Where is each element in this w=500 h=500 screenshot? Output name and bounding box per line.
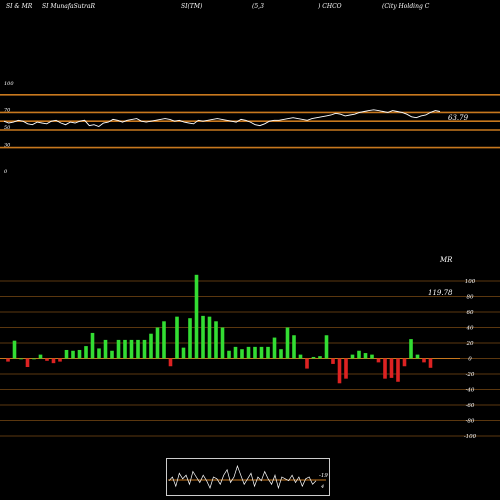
mrsi-bar-15 — [103, 339, 108, 359]
mrsi-bar-2 — [19, 358, 23, 360]
mrsi-bar-45 — [298, 354, 303, 359]
mrsi-value-label: 119.78 — [428, 289, 453, 297]
mrsi-bar-41 — [272, 337, 277, 359]
mrsi-tick-label-0: 100 — [465, 279, 476, 285]
mrsi-bar-29 — [194, 274, 199, 359]
mrsi-bar-24 — [162, 321, 166, 359]
mrsi-bar-16 — [110, 350, 114, 359]
mrsi-bar-59 — [389, 358, 394, 378]
mrsi-bar-43 — [285, 327, 290, 359]
mini-frame — [166, 458, 330, 496]
mrsi-bar-39 — [259, 346, 264, 359]
mrsi-bar-20 — [136, 339, 140, 359]
rsi-tick-label-4: 0 — [4, 169, 8, 175]
mrsi-bar-42 — [279, 349, 283, 359]
rsi-value-label: 63.79 — [448, 114, 469, 122]
rsi-tick-label-1: 70 — [4, 107, 11, 113]
mrsi-bar-22 — [149, 333, 153, 359]
mrsi-tick-label-7: -40 — [466, 388, 475, 394]
mrsi-bar-12 — [84, 346, 88, 359]
mrsi-bar-7 — [51, 358, 56, 364]
mrsi-bar-1 — [12, 340, 17, 359]
mrsi-bar-47 — [311, 356, 316, 359]
mrsi-bar-56 — [370, 354, 374, 359]
rsi-chart: 100 70 50 30 0 63.79 — [0, 81, 500, 175]
mrsi-bar-10 — [71, 350, 75, 359]
mrsi-bar-23 — [155, 327, 160, 359]
mrsi-bar-28 — [188, 318, 192, 359]
mrsi-bar-34 — [227, 350, 231, 359]
mrsi-title: MR — [439, 256, 453, 264]
mrsi-bar-51 — [337, 358, 342, 384]
mrsi-bar-31 — [207, 316, 212, 359]
mrsi-bar-33 — [220, 327, 225, 359]
mrsi-bar-18 — [123, 339, 127, 359]
mrsi-bar-63 — [415, 354, 420, 359]
mrsi-bar-21 — [142, 339, 147, 359]
header-label-4: (5,3 — [252, 3, 264, 10]
rsi-tick-label-2: 50 — [4, 125, 11, 131]
header-label-2: SI MunafaSutraR — [42, 3, 95, 10]
mrsi-bar-17 — [116, 339, 121, 359]
mrsi-tick-label-9: -80 — [466, 419, 475, 425]
mrsi-bar-55 — [363, 353, 368, 359]
mrsi-bar-13 — [90, 332, 95, 359]
mrsi-tick-label-4: 20 — [466, 341, 474, 347]
mrsi-bar-52 — [344, 358, 348, 379]
header-label-3: SI(TM) — [181, 3, 203, 10]
rsi-tick-label-0: 100 — [4, 81, 14, 87]
mrsi-bar-5 — [38, 354, 43, 359]
mrsi-bar-60 — [396, 358, 400, 382]
mrsi-bar-58 — [383, 358, 387, 379]
mrsi-tick-label-8: -60 — [466, 403, 475, 409]
mrsi-tick-label-5: 0 — [468, 357, 472, 363]
mrsi-bar-32 — [214, 321, 218, 359]
mrsi-bar-36 — [240, 349, 244, 359]
mrsi-bar-48 — [318, 356, 322, 359]
mrsi-chart: MR 100 80 60 40 20 0 -20 -40 -60 -80 -100 119.78 — [0, 256, 500, 440]
mini-sub-label: 4 — [320, 484, 324, 490]
mrsi-bar-4 — [32, 358, 36, 360]
mrsi-bar-53 — [350, 354, 355, 359]
mrsi-bar-8 — [58, 358, 62, 362]
mini-line — [168, 464, 317, 490]
mrsi-bar-46 — [305, 358, 309, 369]
mrsi-bar-11 — [77, 349, 82, 359]
mrsi-bar-40 — [266, 346, 270, 359]
mrsi-bar-26 — [175, 316, 179, 359]
mrsi-bar-38 — [253, 346, 257, 359]
mrsi-tick-label-2: 60 — [467, 310, 474, 316]
rsi-line — [3, 109, 441, 128]
mrsi-bar-19 — [129, 339, 134, 359]
mrsi-bar-61 — [402, 358, 407, 367]
mrsi-tick-label-6: -20 — [466, 372, 475, 378]
mrsi-bar-14 — [97, 348, 101, 359]
mrsi-bar-44 — [292, 335, 296, 359]
header-label-6: (City Holding C — [382, 3, 430, 10]
mrsi-tick-label-10: -100 — [464, 434, 477, 440]
mrsi-bar-64 — [422, 358, 426, 363]
mrsi-bar-35 — [233, 346, 238, 359]
mrsi-bar-25 — [168, 358, 173, 367]
mrsi-bar-9 — [64, 349, 69, 359]
mrsi-bar-27 — [181, 347, 186, 359]
mrsi-tick-label-3: 40 — [466, 326, 474, 332]
mrsi-bar-6 — [45, 358, 49, 361]
mrsi-bar-3 — [25, 358, 30, 368]
mrsi-bar-65 — [428, 358, 433, 368]
mrsi-bar-50 — [331, 358, 335, 364]
mrsi-bar-49 — [324, 335, 329, 359]
mini-chart: -19 4 — [166, 458, 330, 496]
mrsi-bar-57 — [376, 358, 381, 363]
mrsi-bar-0 — [6, 358, 10, 362]
mrsi-bar-54 — [357, 350, 361, 359]
mrsi-bar-30 — [201, 315, 205, 359]
mrsi-bar-62 — [409, 339, 413, 359]
rsi-tick-label-3: 30 — [4, 143, 11, 149]
mrsi-tick-label-1: 80 — [467, 295, 474, 301]
header-label-1: SI & MR — [6, 3, 33, 10]
mrsi-bar-37 — [246, 346, 251, 359]
mini-value-label: -19 — [319, 473, 328, 479]
header-label-5: ) CHCO — [318, 3, 342, 10]
